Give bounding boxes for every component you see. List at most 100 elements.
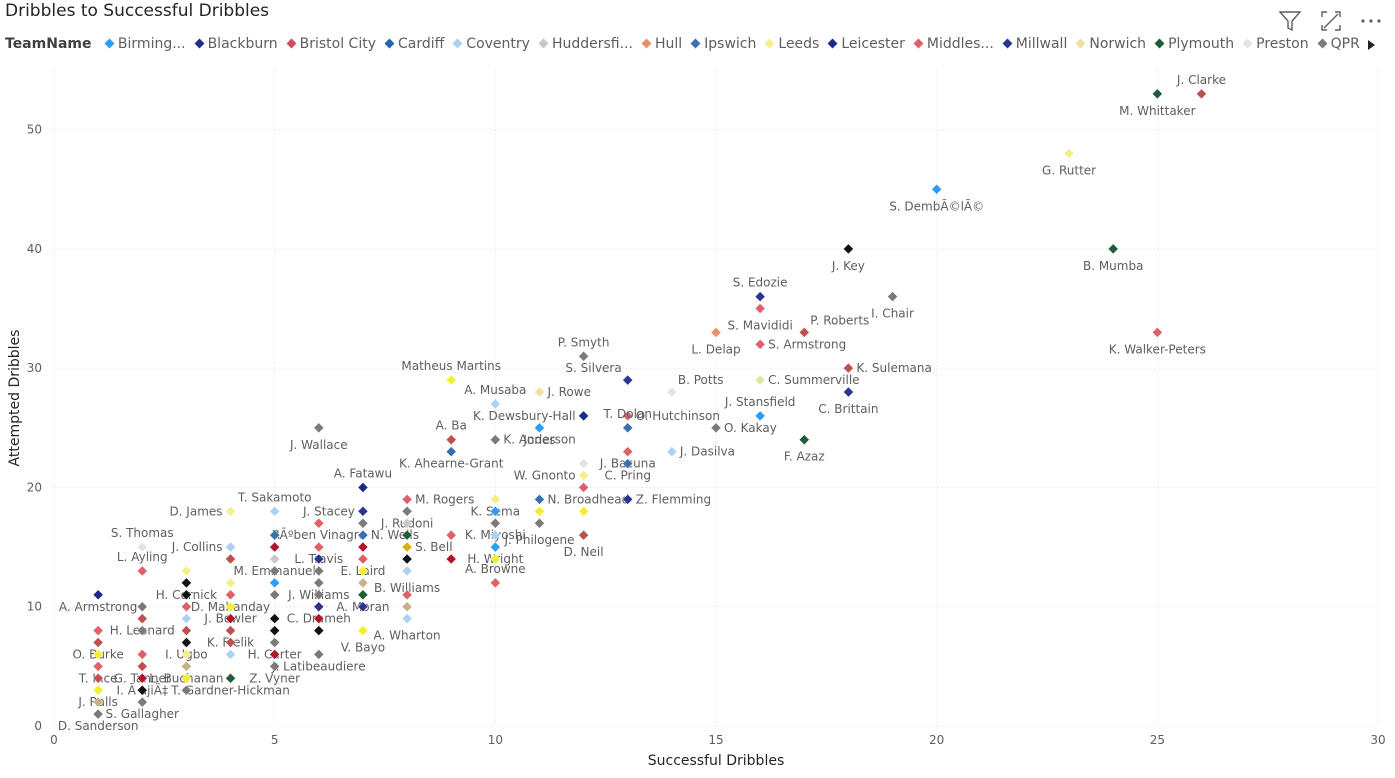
legend-label: Blackburn (207, 36, 278, 52)
data-label: Matheus Martins (401, 359, 501, 373)
data-label: J. Clarke (1176, 73, 1226, 87)
data-point (578, 470, 589, 481)
data-point (401, 589, 413, 601)
data-point (401, 517, 413, 529)
data-point (710, 422, 722, 434)
x-tick-label: 20 (929, 733, 944, 747)
data-point (401, 541, 413, 553)
data-point (313, 613, 325, 625)
data-point (92, 649, 104, 660)
data-point (225, 625, 236, 636)
data-point (1063, 148, 1075, 159)
focus-mode-icon[interactable] (1318, 8, 1344, 34)
data-point (136, 613, 148, 625)
legend-item[interactable]: Birming... (102, 36, 186, 52)
data-point (181, 637, 192, 648)
data-point (843, 362, 854, 374)
data-label: O. Hutchinson (636, 409, 720, 423)
data-point (313, 565, 325, 577)
data-label: C. Summerville (768, 373, 859, 387)
data-point (489, 529, 501, 541)
data-point (269, 625, 281, 636)
x-axis-title: Successful Dribbles (648, 753, 785, 769)
y-axis-title: Attempted Dribbles (7, 330, 23, 467)
legend-item[interactable]: QPR (1315, 36, 1360, 52)
data-point (578, 350, 589, 362)
legend-label: Bristol City (299, 36, 376, 52)
legend-label: Birming... (117, 36, 186, 52)
legend-item[interactable]: Coventry (450, 36, 530, 52)
legend-item[interactable]: Huddersfi... (536, 36, 633, 52)
data-label: J. Philogene (503, 533, 574, 547)
legend-item[interactable]: Preston (1240, 36, 1309, 52)
legend-next-icon[interactable] (1365, 37, 1377, 53)
data-label: A. Browne (465, 562, 526, 576)
data-point (313, 553, 325, 565)
legend-item[interactable]: Hull (639, 36, 682, 52)
data-label: Z. Flemming (636, 492, 711, 506)
data-point (313, 649, 325, 660)
data-label: D. James (169, 504, 222, 518)
data-point (225, 637, 236, 648)
data-point (136, 625, 148, 636)
data-label: S. Bell (415, 540, 453, 554)
data-label: J. Key (831, 259, 865, 273)
data-point (622, 422, 634, 434)
data-point (357, 505, 369, 517)
data-point (534, 422, 545, 434)
data-point (92, 589, 104, 601)
legend-item[interactable]: Millwall (1000, 36, 1067, 52)
data-label: P. Smyth (558, 335, 610, 349)
data-point (313, 422, 325, 434)
data-point (225, 672, 236, 684)
data-label: Jones (522, 433, 555, 447)
data-label: T. Gardner-Hickman (170, 683, 290, 697)
data-label: S. Thomas (111, 526, 174, 540)
data-point (578, 458, 589, 469)
legend-item[interactable]: Middles... (911, 36, 994, 52)
data-point (313, 589, 325, 601)
data-label: F. Azaz (784, 450, 825, 464)
data-point (269, 553, 281, 565)
data-label: S. Edozie (733, 276, 788, 290)
y-tick-label: 20 (27, 480, 42, 494)
data-label: O. Kakay (724, 421, 777, 435)
legend-item[interactable]: Cardiff (382, 36, 444, 52)
legend-item[interactable]: Plymouth (1152, 36, 1234, 52)
data-label: L. Delap (691, 342, 740, 356)
legend-item[interactable]: Blackburn (192, 36, 278, 52)
data-label: A. Armstrong (59, 600, 137, 614)
data-label: Z. Vyner (249, 671, 300, 685)
data-point (578, 482, 589, 493)
data-label: S. DembÃ©lÃ© (889, 198, 984, 213)
data-point (92, 637, 104, 648)
legend-item[interactable]: Bristol City (284, 36, 376, 52)
data-point (489, 541, 501, 553)
data-label: D. Neil (564, 545, 604, 559)
more-options-icon[interactable] (1358, 8, 1384, 34)
data-point (357, 553, 369, 565)
data-point (931, 183, 943, 195)
x-tick-label: 10 (488, 733, 503, 747)
data-point (622, 446, 634, 458)
legend-item[interactable]: Ipswich (688, 36, 756, 52)
legend-item[interactable]: Leicester (825, 36, 905, 52)
data-point (92, 661, 104, 672)
data-point (534, 494, 545, 505)
legend: TeamName Birming... Blackburn Bristol City… (5, 36, 1370, 56)
data-point (357, 625, 369, 636)
legend-label: Huddersfi... (551, 36, 633, 52)
data-point (798, 434, 810, 446)
data-point (534, 386, 545, 398)
data-label: K. Sulemana (856, 361, 931, 375)
legend-item[interactable]: Leeds (762, 36, 819, 52)
data-label: K. Ahearne-Grant (399, 457, 504, 471)
data-point (92, 696, 104, 708)
legend-item[interactable]: Norwich (1073, 36, 1146, 52)
data-point (445, 374, 457, 386)
data-point (269, 577, 281, 589)
data-point (489, 517, 501, 529)
filter-icon[interactable] (1277, 8, 1303, 34)
legend-label: Ipswich (704, 36, 757, 52)
data-label: A. Fatawu (334, 466, 392, 480)
